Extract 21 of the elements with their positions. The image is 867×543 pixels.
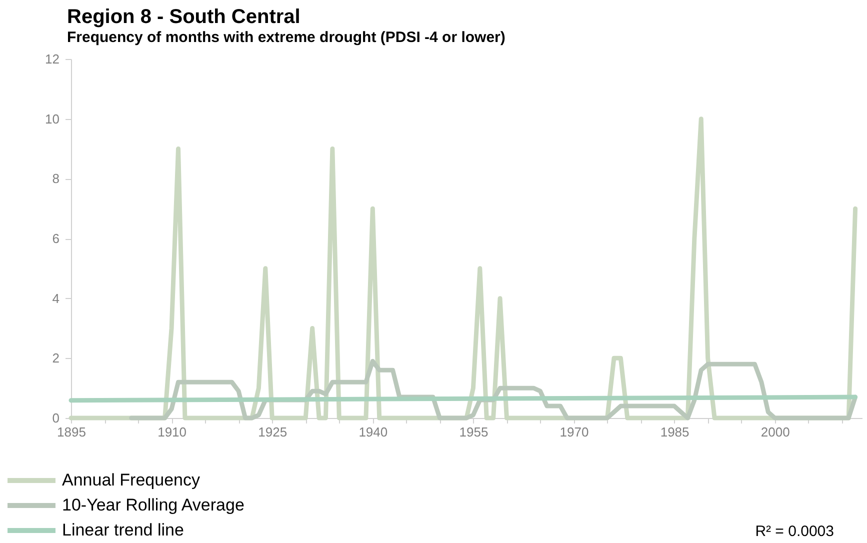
x-tick-label: 1985 — [660, 424, 690, 440]
y-tick-label: 12 — [45, 52, 60, 66]
x-tick-label: 1955 — [459, 424, 488, 440]
x-tick-label: 2000 — [760, 424, 790, 440]
x-tick-label: 1895 — [57, 424, 86, 440]
y-tick-label: 2 — [52, 350, 60, 366]
legend-label: 10-Year Rolling Average — [62, 496, 244, 514]
y-tick-label: 0 — [52, 410, 60, 426]
chart-title: Region 8 - South Central — [67, 6, 300, 28]
y-tick-label: 6 — [52, 231, 60, 246]
y-tick-label: 10 — [45, 111, 60, 126]
x-tick-label: 1940 — [358, 424, 388, 440]
legend-label: Linear trend line — [62, 520, 184, 540]
y-tick-label: 8 — [52, 171, 60, 186]
x-tick-label: 1925 — [258, 424, 288, 440]
text: R² = 0.0003 — [755, 523, 834, 540]
x-tick-label: 1910 — [158, 424, 187, 440]
x-tick-label: 1970 — [560, 424, 589, 440]
legend-label: Annual Frequency — [62, 470, 200, 490]
chart-subtitle: Frequency of months with extreme drought (PDSI -4 or lower) — [67, 29, 506, 46]
y-tick-label: 4 — [52, 290, 60, 306]
